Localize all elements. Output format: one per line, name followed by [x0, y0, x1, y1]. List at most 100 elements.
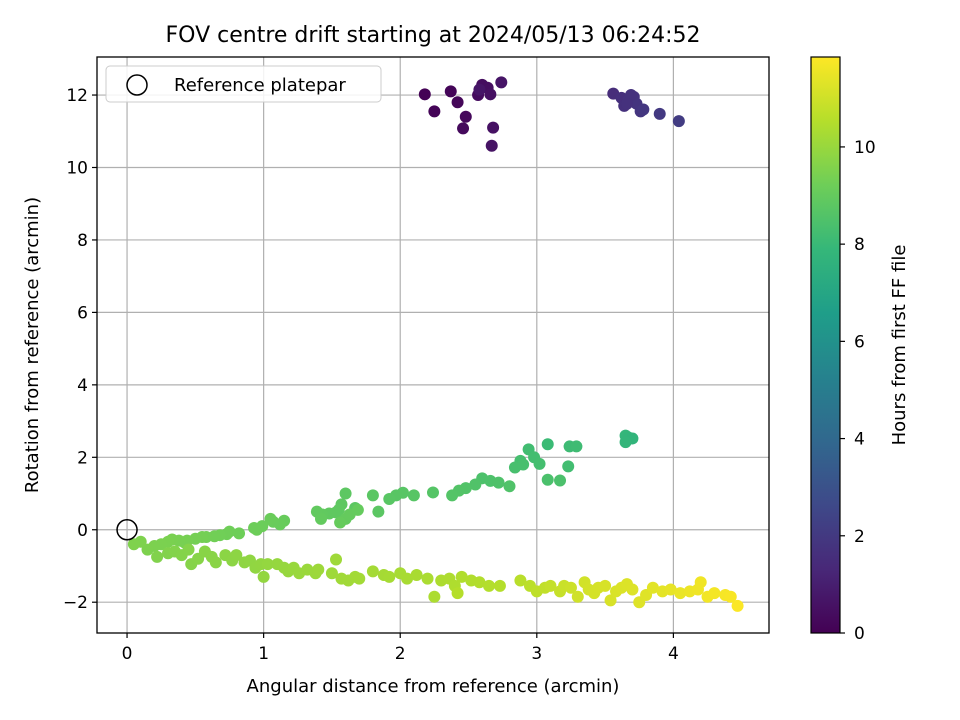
colorbar-tick-label: 8	[854, 235, 865, 255]
data-point	[619, 436, 632, 449]
data-point	[554, 474, 567, 487]
colorbar-ticks: 0 2 4 6 8 10	[840, 138, 876, 644]
data-point	[421, 572, 434, 585]
data-point	[264, 512, 277, 525]
data-point	[672, 115, 685, 128]
data-point	[410, 569, 423, 582]
x-tick-label: 1	[258, 644, 269, 664]
data-point	[484, 88, 497, 101]
data-point	[533, 457, 546, 470]
y-tick-label: 4	[77, 376, 88, 396]
y-tick-label: 10	[66, 158, 88, 178]
colorbar-tick-label: 0	[854, 624, 865, 644]
data-point	[418, 88, 431, 101]
data-point	[446, 489, 459, 502]
colorbar-label: Hours from first FF file	[889, 245, 910, 446]
data-point	[708, 587, 721, 600]
data-point	[334, 516, 347, 529]
y-tick-label: 6	[77, 303, 88, 323]
data-point	[366, 489, 379, 502]
data-point	[353, 572, 366, 585]
data-point	[428, 590, 441, 603]
data-point	[620, 97, 633, 110]
data-point	[564, 581, 577, 594]
x-tick-label: 0	[122, 644, 133, 664]
data-point	[372, 505, 385, 518]
data-point	[664, 583, 677, 596]
data-point	[248, 521, 261, 534]
legend: Reference platepar	[105, 65, 382, 103]
data-point	[485, 139, 498, 152]
data-point	[325, 567, 338, 580]
data-point	[626, 583, 639, 596]
data-point	[444, 85, 457, 98]
scatter-points	[127, 76, 744, 612]
data-point	[151, 550, 164, 563]
y-axis-label: Rotation from reference (arcmin)	[22, 197, 43, 493]
y-tick-label: 0	[77, 521, 88, 541]
data-point	[473, 83, 486, 96]
data-point	[492, 476, 505, 489]
data-point	[731, 599, 744, 612]
data-point	[653, 107, 666, 120]
data-point	[495, 76, 508, 89]
y-tick-label: −2	[63, 593, 88, 613]
legend-label: Reference platepar	[174, 75, 346, 96]
data-point	[261, 558, 274, 571]
data-point	[724, 590, 737, 603]
data-point	[514, 574, 527, 587]
data-point	[473, 576, 486, 589]
data-point	[694, 576, 707, 589]
data-point	[503, 480, 516, 493]
data-point	[127, 538, 140, 551]
grid	[97, 57, 769, 633]
data-point	[141, 543, 154, 556]
data-point	[517, 458, 530, 471]
data-point	[383, 570, 396, 583]
x-axis-label: Angular distance from reference (arcmin)	[247, 676, 620, 697]
data-point	[544, 579, 557, 592]
data-point	[427, 486, 439, 499]
data-point	[230, 549, 243, 562]
y-axis-ticks: −2 0 2 4 6 8 10 12	[63, 86, 97, 613]
data-point	[493, 579, 506, 592]
data-point	[571, 590, 584, 603]
colorbar-tick-label: 6	[854, 332, 865, 352]
data-point	[487, 121, 500, 134]
data-point	[428, 105, 441, 118]
data-point	[330, 553, 343, 566]
data-point	[457, 122, 470, 135]
legend-box	[105, 65, 382, 103]
data-point	[541, 473, 554, 486]
data-point	[451, 587, 464, 600]
data-point	[312, 563, 325, 576]
data-point	[366, 565, 379, 578]
reference-platepar-point	[116, 519, 138, 541]
data-point	[351, 503, 364, 516]
data-point	[407, 489, 420, 502]
data-point	[383, 492, 396, 505]
data-point	[451, 96, 464, 109]
data-point	[315, 512, 327, 525]
x-tick-label: 4	[668, 644, 679, 664]
data-point	[604, 594, 617, 607]
data-point	[455, 570, 468, 583]
data-point	[541, 438, 554, 451]
legend-marker	[126, 74, 148, 96]
data-point	[483, 579, 495, 592]
y-tick-label: 2	[77, 448, 88, 468]
plot-area	[96, 56, 770, 634]
colorbar-tick-label: 10	[854, 138, 876, 158]
data-point	[646, 581, 659, 594]
data-point	[339, 487, 352, 500]
data-point	[637, 103, 650, 116]
data-point	[257, 570, 270, 583]
colorbar-tick-label: 2	[854, 527, 865, 547]
data-point	[469, 478, 482, 491]
data-point	[562, 460, 575, 473]
reference-marker	[116, 519, 138, 541]
data-point	[209, 556, 222, 569]
data-point	[182, 543, 195, 556]
x-tick-label: 2	[395, 644, 406, 664]
